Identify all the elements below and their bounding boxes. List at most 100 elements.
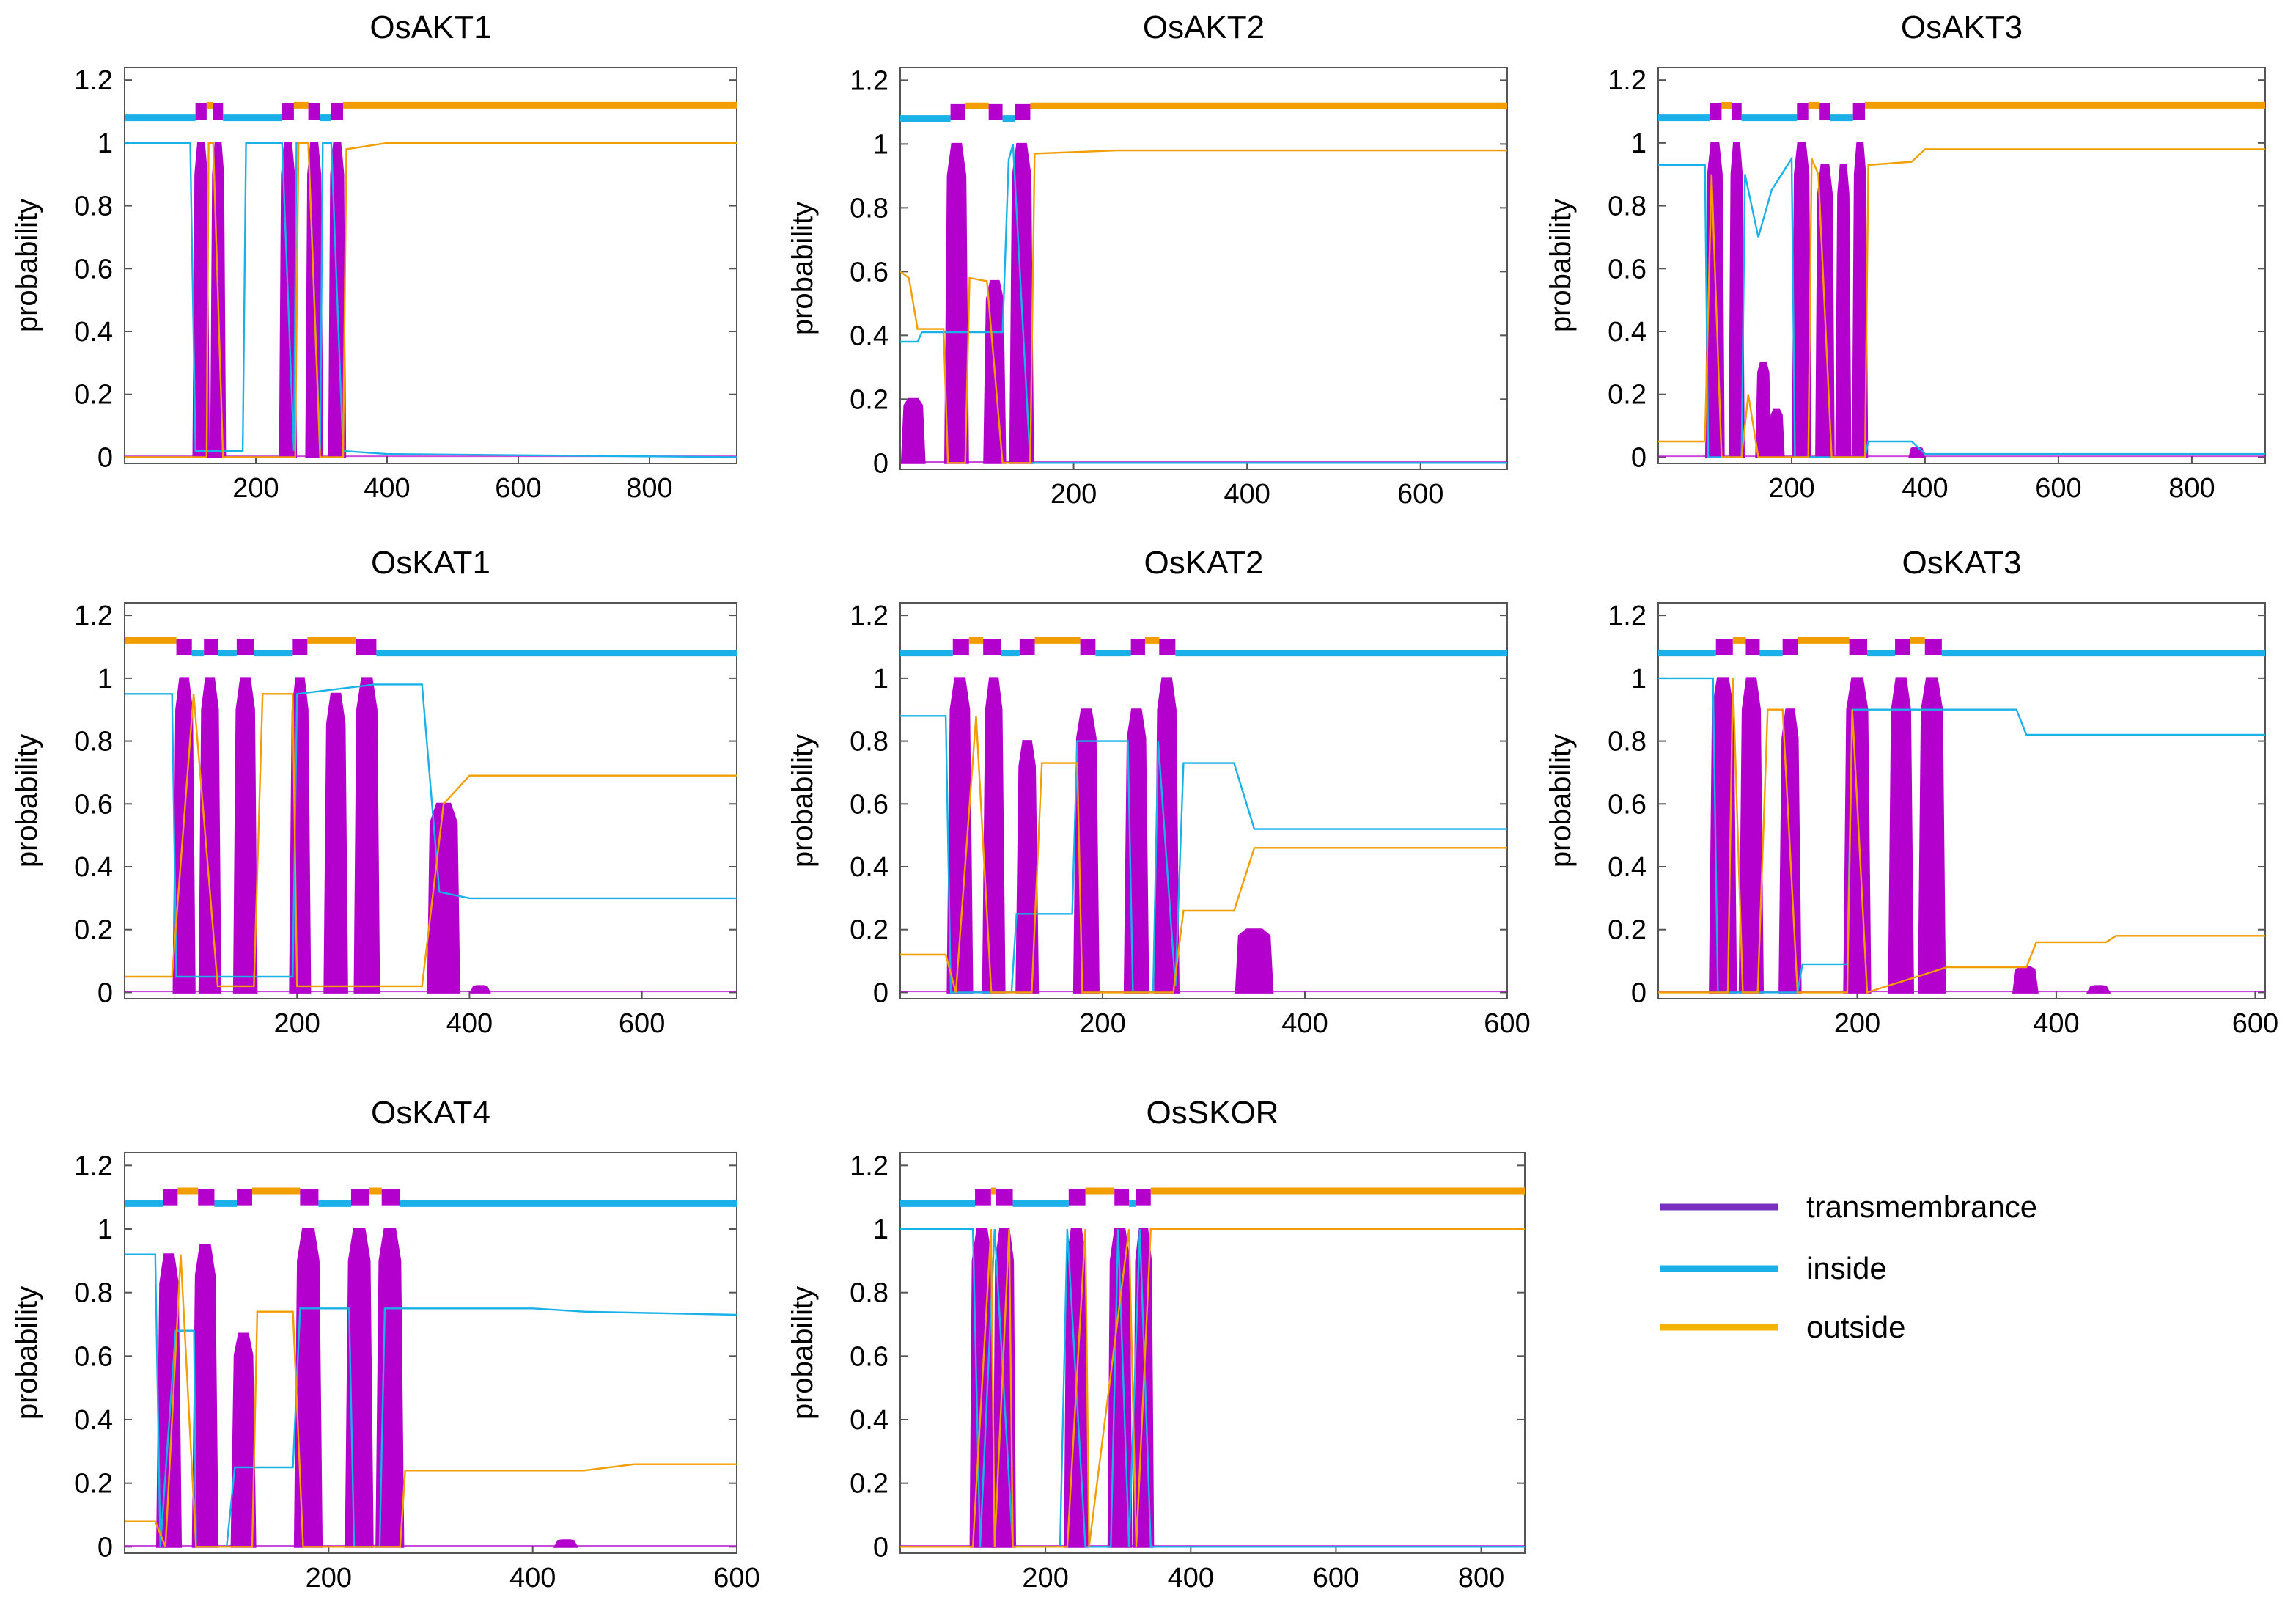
- y-tick-label: 1: [873, 664, 888, 694]
- inside-line: [1658, 155, 2265, 458]
- x-tick-label: 400: [509, 1563, 556, 1593]
- y-tick-label: 0.4: [850, 320, 888, 351]
- x-tick-label: 400: [446, 1008, 493, 1039]
- y-tick-label: 0.4: [850, 852, 888, 883]
- y-tick-label: 0.6: [1608, 254, 1646, 285]
- outside-line: [1658, 678, 2265, 994]
- topology-transmembrane-segment: [1797, 103, 1809, 120]
- y-tick-label: 0.6: [850, 1341, 888, 1372]
- y-tick-label: 0.2: [850, 1469, 888, 1500]
- inside-line: [900, 144, 1507, 464]
- transmembrane-peak: [1835, 164, 1852, 458]
- y-tick-label: 1.2: [850, 1151, 888, 1181]
- x-tick-label: 600: [1313, 1563, 1359, 1593]
- legend-label-outside: outside: [1806, 1310, 1905, 1344]
- topology-transmembrane-segment: [356, 639, 377, 655]
- y-tick-label: 0.4: [850, 1405, 888, 1436]
- transmembrane-peak: [155, 1253, 183, 1548]
- transmembrane-peak: [1792, 142, 1812, 458]
- y-tick-label: 0.8: [74, 191, 113, 222]
- plot-area: [125, 101, 737, 458]
- plot-area: [125, 1187, 737, 1548]
- transmembrane-peak: [198, 677, 222, 994]
- y-tick-label: 0.6: [74, 254, 113, 285]
- x-tick-label: 400: [2033, 1008, 2079, 1039]
- x-tick-label: 600: [1397, 479, 1443, 510]
- topology-transmembrane-segment: [176, 639, 192, 655]
- panel-oskat1: OsKAT1 probability 0 0.2 0.4 0.6 0.8 1 1.2 200 400…: [11, 545, 737, 1039]
- x-tick-label: 800: [626, 473, 672, 504]
- y-tick-label: 1.2: [850, 601, 888, 631]
- panels: OsAKT1 probability 0 0.2 0.4 0.6 0.8 1 1.2 200 400…: [11, 10, 2278, 1593]
- y-tick-label: 1.2: [1608, 601, 1646, 631]
- inside-line: [125, 1253, 737, 1548]
- x-tick-label: 800: [1458, 1563, 1504, 1593]
- plot-area: [1658, 637, 2265, 994]
- outside-line: [1658, 148, 2265, 458]
- x-tick-label: 600: [713, 1563, 759, 1593]
- transmembrane-peak: [1768, 408, 1785, 458]
- inside-line: [125, 142, 737, 458]
- topology-transmembrane-segment: [1080, 639, 1096, 655]
- panel-oskat3: OsKAT3 probability 0 0.2 0.4 0.6 0.8 1 1.2 200 400…: [1545, 545, 2278, 1039]
- transmembrane-peak: [230, 1332, 257, 1548]
- y-axis-label: probability: [11, 734, 43, 867]
- y-tick-label: 1.2: [1608, 65, 1646, 96]
- topology-transmembrane-segment: [1745, 639, 1760, 655]
- y-axis-label: probability: [787, 202, 819, 335]
- y-tick-label: 1: [97, 664, 113, 694]
- y-tick-label: 0.8: [74, 727, 113, 758]
- chart-title: OsAKT2: [1143, 10, 1265, 45]
- chart-title: OsKAT4: [371, 1095, 490, 1131]
- outside-line: [900, 149, 1507, 464]
- plot-area: [125, 637, 737, 994]
- transmembrane-peak: [1728, 142, 1745, 458]
- chart-title: OsKAT1: [371, 545, 490, 581]
- topology-transmembrane-segment: [1068, 1189, 1086, 1206]
- transmembrane-peak: [192, 142, 210, 458]
- y-tick-label: 0.8: [850, 1278, 888, 1309]
- y-tick-label: 0: [97, 1532, 113, 1563]
- topology-transmembrane-segment: [213, 103, 224, 120]
- y-tick-label: 0.6: [1608, 789, 1646, 820]
- transmembrane-peak: [1888, 677, 1915, 994]
- y-tick-label: 0.2: [850, 384, 888, 415]
- y-tick-label: 0.4: [1608, 317, 1646, 348]
- topology-transmembrane-segment: [1130, 639, 1145, 655]
- y-tick-label: 0.6: [74, 1341, 113, 1372]
- topology-transmembrane-segment: [381, 1189, 400, 1206]
- panel-osakt2: OsAKT2 probability 0 0.2 0.4 0.6 0.8 1 1.2 200 400…: [787, 10, 1508, 510]
- y-tick-label: 0.8: [74, 1278, 113, 1309]
- topology-transmembrane-segment: [1019, 639, 1035, 655]
- y-axis-label: probability: [1545, 734, 1577, 867]
- y-tick-label: 0.6: [850, 257, 888, 287]
- y-tick-label: 1: [873, 1214, 888, 1245]
- panel-osakt3: OsAKT3 probability 0 0.2 0.4 0.6 0.8 1 1.2 200 400…: [1545, 10, 2266, 504]
- outside-line: [125, 693, 737, 988]
- x-tick-label: 400: [364, 473, 410, 504]
- legend: transmembrance inside outside: [1660, 1189, 2037, 1344]
- inside-line: [125, 683, 737, 978]
- outside-line: [900, 1228, 1525, 1548]
- y-tick-label: 1.2: [74, 601, 113, 631]
- x-tick-label: 200: [306, 1563, 352, 1593]
- topology-transmembrane-segment: [1924, 639, 1942, 655]
- transmembrane-peak: [191, 1244, 219, 1548]
- y-tick-label: 0: [873, 977, 888, 1008]
- topology-transmembrane-segment: [988, 103, 1003, 120]
- transmembrane-peak: [353, 677, 380, 994]
- topology-transmembrane-segment: [1710, 103, 1722, 120]
- outside-line: [900, 716, 1507, 994]
- plot-frame: [124, 67, 737, 464]
- plot-frame: [124, 1152, 737, 1554]
- transmembrane-peak: [293, 1228, 323, 1548]
- topology-transmembrane-segment: [996, 1189, 1013, 1206]
- y-tick-label: 0: [873, 448, 888, 479]
- topology-transmembrane-segment: [983, 639, 1001, 655]
- legend-label-transmembrance: transmembrance: [1806, 1189, 2037, 1224]
- x-tick-label: 400: [1224, 479, 1270, 510]
- y-tick-label: 0.6: [850, 789, 888, 820]
- topology-transmembrane-segment: [950, 103, 965, 120]
- plot-frame: [124, 602, 737, 999]
- y-tick-label: 0.8: [1608, 191, 1646, 222]
